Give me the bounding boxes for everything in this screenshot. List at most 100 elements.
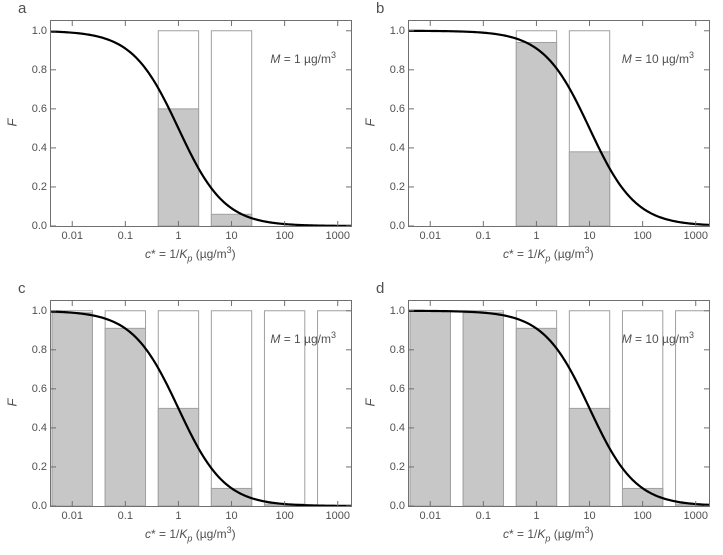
y-tick-label: 0.0 [381, 500, 405, 512]
annot-3: 3 [689, 50, 694, 60]
annot-3: 3 [689, 330, 694, 340]
x-tick-label: 1 [175, 510, 181, 522]
panel-d: d 0.010.111010010000.00.20.40.60.81.0M = … [358, 280, 718, 555]
annot-M: M [622, 332, 632, 346]
xlabel-close: ) [232, 527, 236, 541]
y-tick-label: 0.6 [23, 103, 47, 115]
x-tick-label: 1000 [683, 230, 707, 242]
x-tick-label: 1000 [325, 510, 349, 522]
xlabel-close: ) [590, 247, 594, 261]
x-tick-label: 1 [533, 510, 539, 522]
y-tick-label: 0.0 [23, 500, 47, 512]
y-tick-label: 1.0 [23, 305, 47, 317]
y-tick-label: 0.6 [23, 383, 47, 395]
annot-val: = 10 µg/m [632, 52, 689, 66]
y-tick-label: 0.8 [381, 344, 405, 356]
bar-fill [463, 313, 503, 506]
figure: a0.010.111010010000.00.20.40.60.81.0M = … [0, 0, 723, 550]
x-tick-label: 10 [225, 230, 237, 242]
panel-b: b 0.010.111010010000.00.20.40.60.81.0M = … [358, 0, 718, 275]
annot-3: 3 [331, 330, 336, 340]
y-tick-label: 1.0 [381, 305, 405, 317]
xlabel-close: ) [590, 527, 594, 541]
panel-a: a0.010.111010010000.00.20.40.60.81.0M = … [0, 0, 360, 275]
panel-annotation: M = 1 µg/m3 [270, 50, 336, 66]
plot-frame: 0.010.111010010000.00.20.40.60.81.0M = 1… [408, 300, 710, 507]
annot-3: 3 [331, 50, 336, 60]
x-tick-label: 10 [225, 510, 237, 522]
xlabel-eq: = 1/ [156, 527, 180, 541]
panel-letter-c: c [18, 280, 26, 297]
x-axis-label: c* = 1/Kp (µg/m3) [503, 525, 594, 543]
panel-letter-b: b [376, 0, 384, 17]
bar-fill [569, 408, 609, 506]
panel-letter-a: a [18, 0, 26, 17]
y-axis-label: F [4, 398, 19, 406]
bar-fill [158, 408, 198, 506]
x-tick-label: 100 [275, 510, 293, 522]
x-tick-label: 1 [533, 230, 539, 242]
annot-M: M [270, 332, 280, 346]
panel-annotation: M = 1 µg/m3 [270, 330, 336, 346]
bar-fill [569, 152, 609, 226]
panel-c: c 0.010.111010010000.00.20.40.60.81.0M = … [0, 280, 360, 555]
plot-frame: 0.010.111010010000.00.20.40.60.81.0M = 1… [50, 300, 352, 507]
x-tick-label: 1 [175, 230, 181, 242]
x-tick-label: 100 [633, 510, 651, 522]
x-tick-label: 1000 [683, 510, 707, 522]
bar-fill [52, 313, 92, 506]
y-tick-label: 0.2 [381, 461, 405, 473]
x-tick-label: 0.1 [118, 230, 133, 242]
x-tick-label: 10 [583, 230, 595, 242]
y-tick-label: 0.2 [381, 181, 405, 193]
x-tick-label: 1000 [325, 230, 349, 242]
annot-M: M [622, 52, 632, 66]
xlabel-unit1: (µg/m [192, 247, 226, 261]
y-tick-label: 0.0 [381, 220, 405, 232]
panel-annotation: M = 10 µg/m3 [622, 50, 694, 66]
y-tick-label: 0.2 [23, 181, 47, 193]
x-tick-label: 0.01 [62, 230, 83, 242]
y-axis-label: F [362, 118, 377, 126]
y-tick-label: 0.6 [381, 103, 405, 115]
y-tick-label: 0.2 [23, 461, 47, 473]
plot-frame: 0.010.111010010000.00.20.40.60.81.0M = 1… [408, 20, 710, 227]
annot-val: = 1 µg/m [280, 52, 331, 66]
x-tick-label: 0.01 [420, 510, 441, 522]
x-axis-label: c* = 1/Kp (µg/m3) [145, 245, 236, 263]
x-tick-label: 0.01 [420, 230, 441, 242]
panel-annotation: M = 10 µg/m3 [622, 330, 694, 346]
y-axis-label: F [362, 398, 377, 406]
x-tick-label: 0.1 [476, 510, 491, 522]
xlabel-eq: = 1/ [514, 527, 538, 541]
plot-frame: 0.010.111010010000.00.20.40.60.81.0M = 1… [50, 20, 352, 227]
x-tick-label: 0.01 [62, 510, 83, 522]
annot-val: = 1 µg/m [280, 332, 331, 346]
y-axis-label: F [4, 118, 19, 126]
y-tick-label: 1.0 [23, 25, 47, 37]
bar-fill [516, 42, 556, 226]
bar-fill [105, 328, 145, 506]
bar-fill [516, 328, 556, 506]
y-tick-label: 0.6 [381, 383, 405, 395]
x-tick-label: 100 [633, 230, 651, 242]
x-axis-label: c* = 1/Kp (µg/m3) [145, 525, 236, 543]
y-tick-label: 0.8 [23, 64, 47, 76]
y-tick-label: 0.4 [381, 142, 405, 154]
panel-letter-d: d [376, 280, 384, 297]
y-tick-label: 1.0 [381, 25, 405, 37]
y-tick-label: 0.8 [381, 64, 405, 76]
xlabel-unit1: (µg/m [550, 527, 584, 541]
bar-fill [410, 311, 450, 506]
y-tick-label: 0.4 [23, 142, 47, 154]
y-tick-label: 0.0 [23, 220, 47, 232]
xlabel-close: ) [232, 247, 236, 261]
xlabel-unit1: (µg/m [192, 527, 226, 541]
y-tick-label: 0.4 [23, 422, 47, 434]
x-tick-label: 100 [275, 230, 293, 242]
xlabel-eq: = 1/ [156, 247, 180, 261]
x-tick-label: 10 [583, 510, 595, 522]
xlabel-eq: = 1/ [514, 247, 538, 261]
xlabel-unit1: (µg/m [550, 247, 584, 261]
annot-M: M [270, 52, 280, 66]
